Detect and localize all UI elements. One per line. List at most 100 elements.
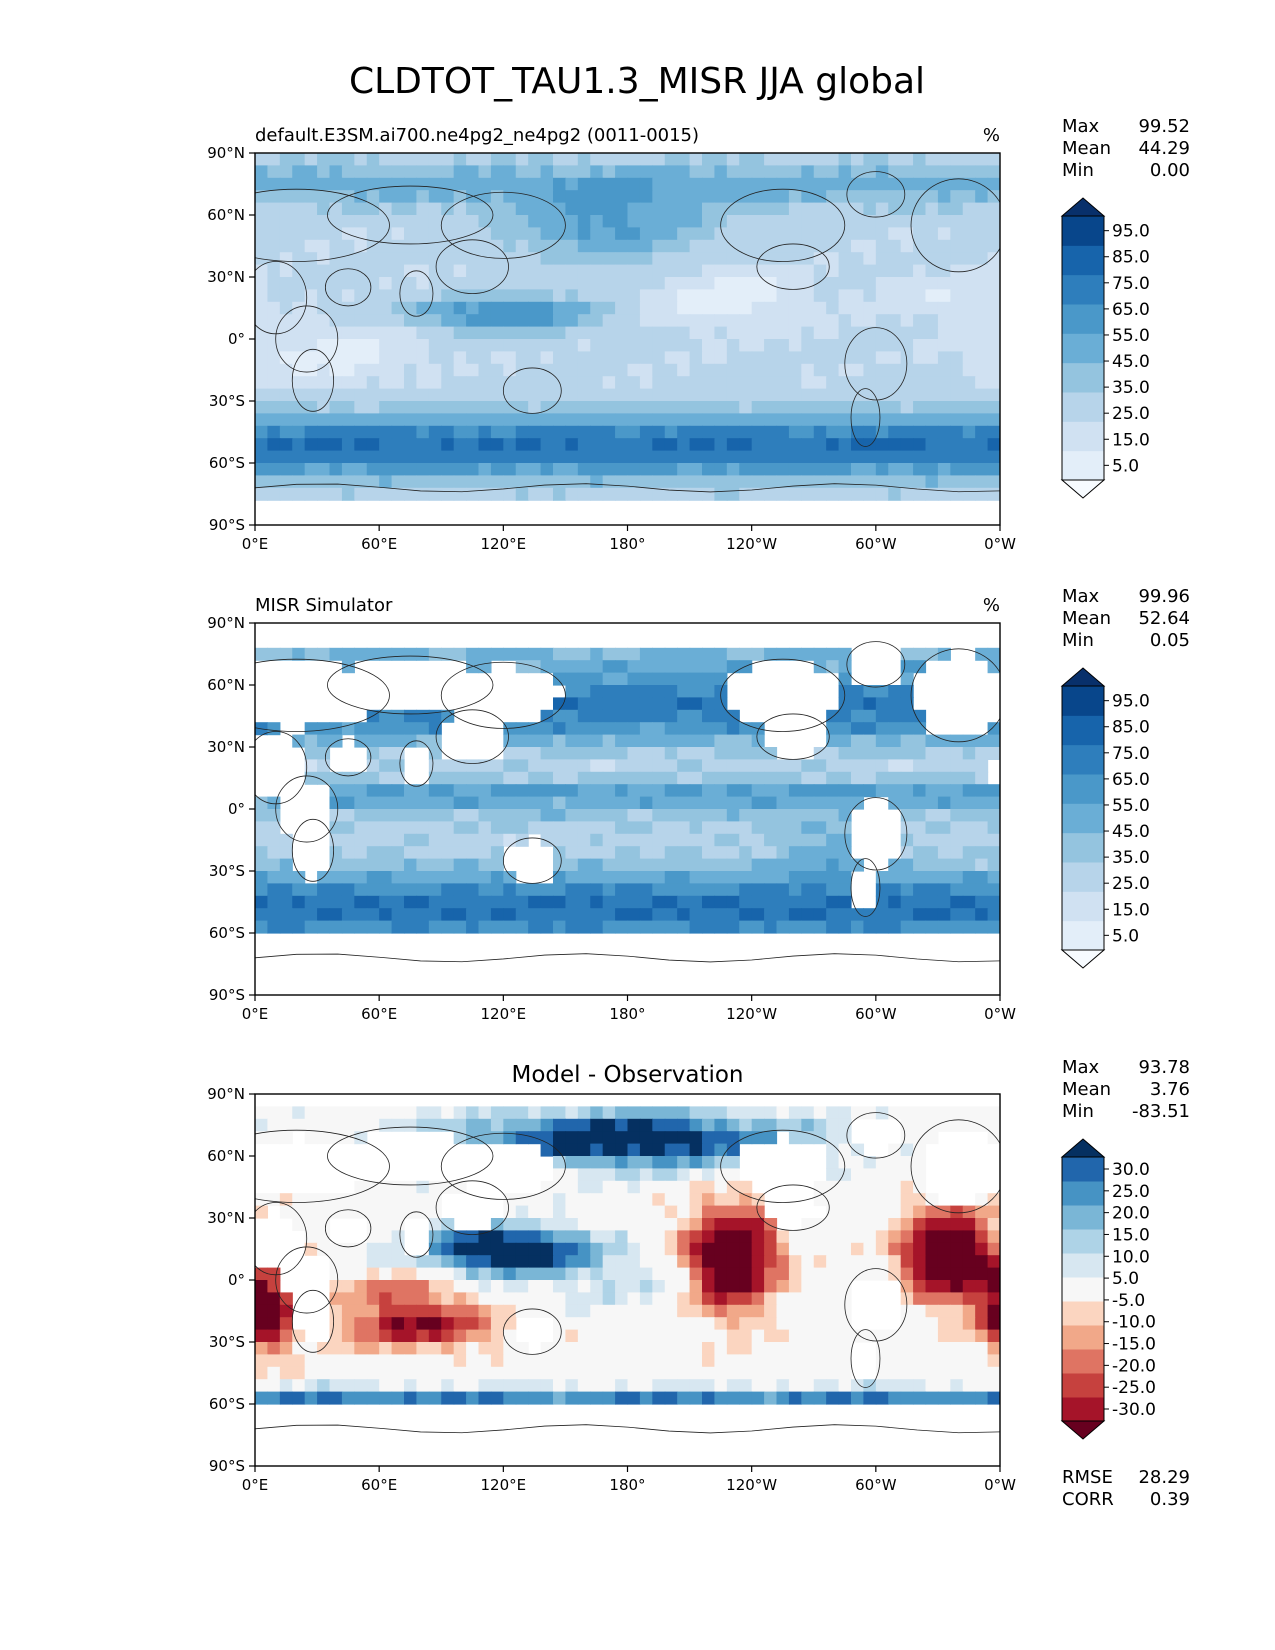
map-cell <box>925 388 939 402</box>
map-cell <box>528 339 542 352</box>
map-cell <box>962 771 976 785</box>
map-cell <box>776 438 790 452</box>
map-cell <box>255 871 269 884</box>
map-cell <box>391 1379 405 1393</box>
map-cell <box>379 1342 393 1355</box>
map-cell <box>540 401 554 414</box>
map-cell <box>863 1391 877 1405</box>
map-cell <box>788 1118 802 1132</box>
map-cell <box>913 1342 927 1355</box>
map-cell <box>888 339 902 352</box>
map-cell <box>565 1379 579 1393</box>
map-cell <box>714 339 728 352</box>
map-cell <box>851 252 865 266</box>
map-cell <box>453 388 467 402</box>
map-cell <box>937 809 951 822</box>
map-cell <box>354 771 368 785</box>
map-cell <box>441 388 455 402</box>
map-cell <box>304 759 318 773</box>
map-cell <box>863 190 877 204</box>
map-cell <box>950 1255 964 1269</box>
map-cell <box>267 289 281 303</box>
map-cell <box>863 450 877 464</box>
map-cell <box>577 363 591 377</box>
map-cell <box>677 1156 691 1169</box>
map-cell <box>987 177 1000 191</box>
map-cell <box>503 1304 517 1318</box>
map-cell <box>515 301 529 315</box>
map-cell <box>664 920 678 934</box>
map-cell <box>838 1106 852 1120</box>
map-cell <box>441 376 455 390</box>
map-cell <box>255 413 269 427</box>
map-cell <box>565 858 579 872</box>
map-cell <box>441 1242 455 1256</box>
map-cell <box>553 450 567 464</box>
colorbar-swatch <box>1062 862 1104 892</box>
map-cell <box>652 450 666 464</box>
map-cell <box>627 1230 641 1244</box>
map-cell <box>677 809 691 822</box>
map-cell <box>689 1354 703 1368</box>
map-cell <box>975 215 989 228</box>
map-cell <box>404 784 418 798</box>
map-cell <box>652 463 666 476</box>
map-cell <box>739 413 753 427</box>
map-cell <box>354 1280 368 1293</box>
map-cell <box>714 871 728 884</box>
map-cell <box>540 215 554 228</box>
map-cell <box>627 450 641 464</box>
map-cell <box>888 1242 902 1256</box>
map-cell <box>602 1180 616 1194</box>
map-cell <box>652 809 666 822</box>
map-cell <box>279 1379 293 1393</box>
map-cell <box>925 438 939 452</box>
map-cell <box>615 1143 629 1157</box>
map-cell <box>317 450 331 464</box>
map-cell <box>615 1366 629 1380</box>
map-cell <box>515 784 529 798</box>
map-cell <box>528 177 542 191</box>
map-cell <box>838 475 852 489</box>
map-cell <box>714 1329 728 1343</box>
map-cell <box>714 796 728 810</box>
map-cell <box>304 153 318 166</box>
map-cell <box>553 227 567 241</box>
map-cell <box>664 450 678 464</box>
map-cell <box>540 722 554 736</box>
map-cell <box>937 463 951 476</box>
map-cell <box>503 759 517 773</box>
map-cell <box>615 1391 629 1405</box>
map-cell <box>913 264 927 278</box>
map-cell <box>652 1292 666 1306</box>
map-cell <box>975 413 989 427</box>
map-cell <box>913 796 927 810</box>
map-cell <box>689 747 703 760</box>
map-cell <box>788 487 802 501</box>
map-cell <box>577 672 591 686</box>
map-cell <box>851 796 865 810</box>
map-cell <box>503 277 517 290</box>
map-cell <box>726 821 740 835</box>
map-cell <box>341 1391 355 1405</box>
map-cell <box>279 301 293 315</box>
map-cell <box>726 1118 740 1132</box>
map-cell <box>577 784 591 798</box>
map-cell <box>739 796 753 810</box>
map-cell <box>428 1280 442 1293</box>
map-cell <box>478 463 492 476</box>
map-cell <box>764 1292 778 1306</box>
map-cell <box>714 487 728 501</box>
map-cell <box>888 1379 902 1393</box>
map-cell <box>664 227 678 241</box>
map-cell <box>627 697 641 711</box>
map-cell <box>788 895 802 909</box>
map-cell <box>776 1230 790 1244</box>
map-cell <box>801 1280 815 1293</box>
map-cell <box>726 747 740 760</box>
map-cell <box>553 165 567 179</box>
map-cell <box>925 784 939 798</box>
map-cell <box>937 833 951 847</box>
map-cell <box>478 1131 492 1145</box>
map-cell <box>391 239 405 253</box>
